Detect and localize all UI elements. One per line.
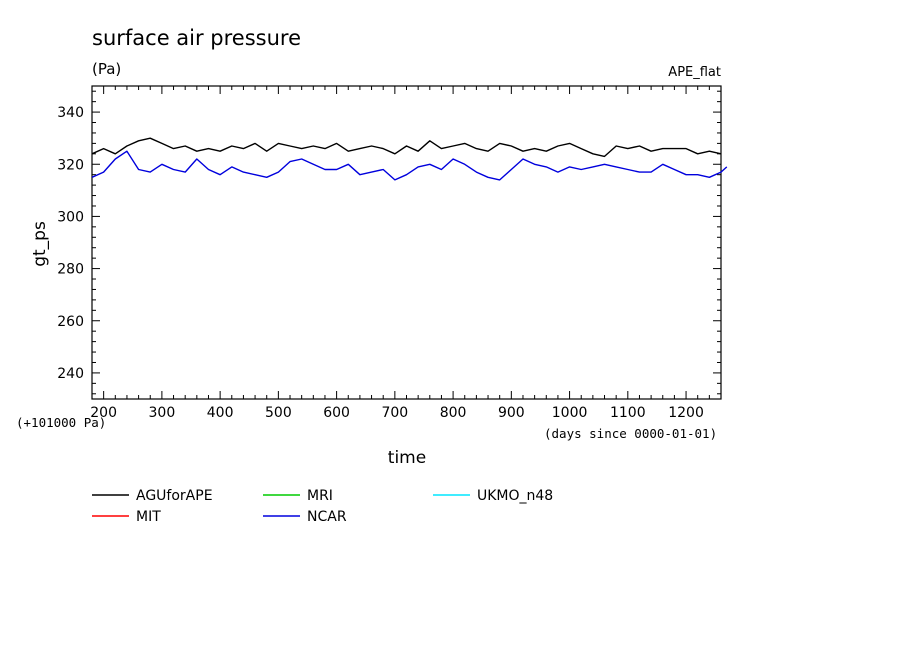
y-tick-label: 260: [57, 314, 84, 330]
axis-ticks: [91, 86, 722, 399]
units-label: (Pa): [92, 60, 121, 78]
x-tick-label: 1000: [552, 405, 588, 421]
x-unit-note: (days since 0000-01-01): [544, 426, 717, 441]
y-tick-label: 300: [57, 209, 84, 225]
x-tick-labels: 200 300 400 500 600 700 800 900 1000 1100 1200: [90, 405, 704, 421]
x-tick-label: 200: [90, 405, 117, 421]
legend-label-mit: MIT: [136, 509, 161, 525]
legend-label-mri: MRI: [307, 488, 333, 504]
legend-label-aguforape: AGUforAPE: [136, 488, 213, 504]
series-line-aguforape: [91, 137, 722, 158]
series-line-ncar: [91, 150, 728, 181]
x-axis-label: time: [388, 448, 426, 468]
y-tick-labels: 240 260 280 300 320 340: [57, 105, 84, 382]
y-axis-label: gt_ps: [30, 221, 50, 267]
y-offset-note: (+101000 Pa): [16, 415, 106, 430]
series-lines: [91, 137, 728, 181]
x-tick-label: 1100: [610, 405, 646, 421]
x-tick-label: 300: [149, 405, 176, 421]
x-tick-label: 1200: [668, 405, 704, 421]
y-tick-label: 340: [57, 105, 84, 121]
x-tick-label: 400: [207, 405, 234, 421]
x-tick-label: 900: [498, 405, 525, 421]
x-tick-label: 500: [265, 405, 292, 421]
y-tick-label: 280: [57, 262, 84, 278]
x-tick-label: 800: [440, 405, 467, 421]
x-tick-label: 600: [323, 405, 350, 421]
y-tick-label: 320: [57, 157, 84, 173]
legend-label-ukmo-n48: UKMO_n48: [477, 488, 553, 504]
chart-title: surface air pressure: [92, 26, 301, 50]
plot-frame: [91, 85, 722, 400]
experiment-label: APE_flat: [668, 65, 721, 80]
legend: AGUforAPE MIT MRI NCAR UKMO_n48: [92, 488, 553, 525]
x-tick-label: 700: [381, 405, 408, 421]
legend-label-ncar: NCAR: [307, 509, 347, 525]
y-tick-label: 240: [57, 366, 84, 382]
